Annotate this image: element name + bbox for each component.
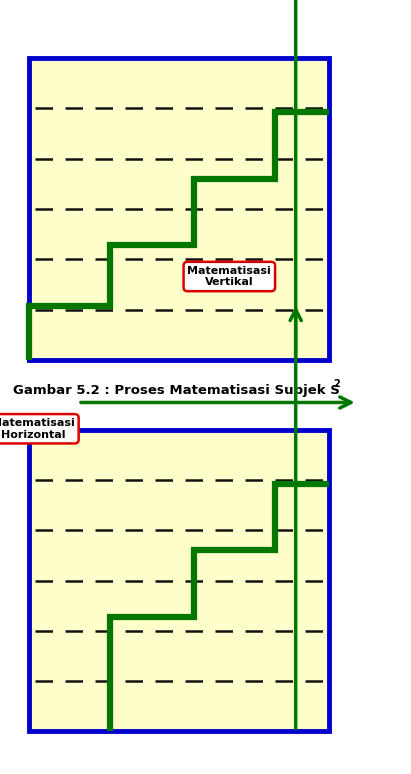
Text: Matematisasi
Horizontal: Matematisasi Horizontal xyxy=(0,418,75,440)
Bar xyxy=(29,430,329,731)
Text: Matematisasi
Vertikal: Matematisasi Vertikal xyxy=(187,265,271,287)
Text: Gambar 5.2 : Proses Matematisasi Subjek S: Gambar 5.2 : Proses Matematisasi Subjek … xyxy=(13,385,340,397)
Text: 2: 2 xyxy=(334,379,340,389)
Bar xyxy=(29,58,329,360)
